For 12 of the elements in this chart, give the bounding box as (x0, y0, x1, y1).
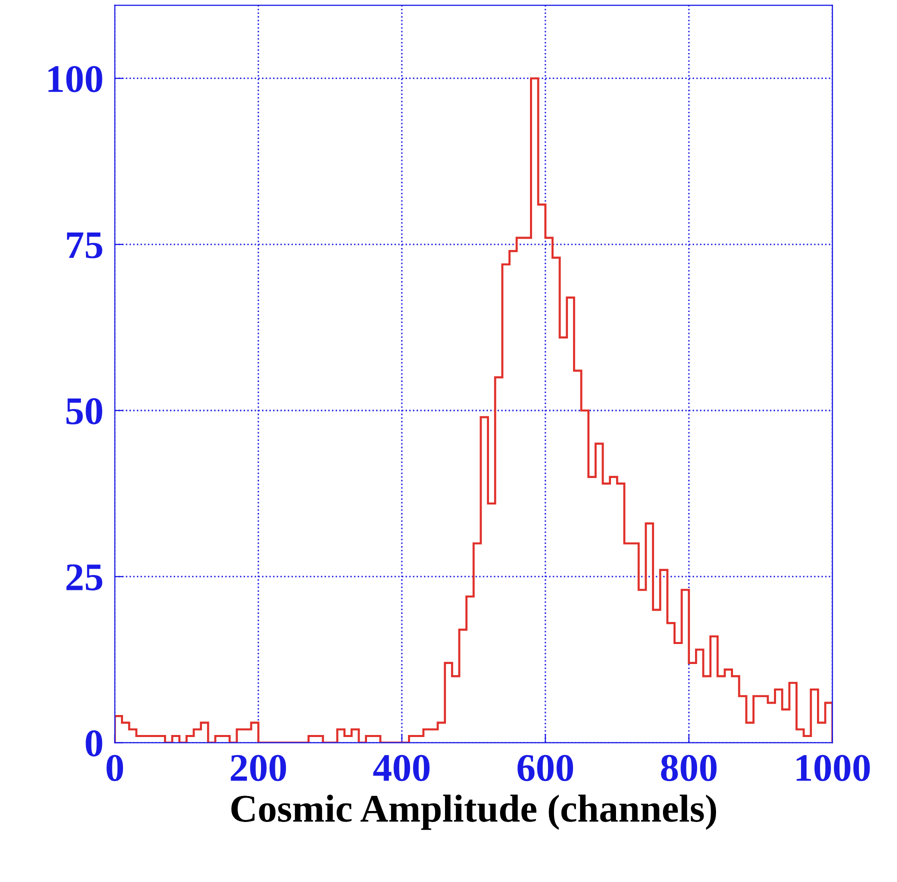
y-tick-label: 25 (66, 564, 102, 590)
x-tick-label: 200 (230, 754, 286, 782)
x-tick-label: 0 (106, 754, 124, 782)
y-tick-label: 100 (48, 66, 102, 92)
x-axis-title: Cosmic Amplitude (channels) (231, 794, 716, 830)
x-tick-label: 600 (518, 754, 574, 782)
x-tick-label: 1000 (796, 754, 870, 782)
x-tick-label: 800 (661, 754, 717, 782)
y-tick-label: 0 (86, 730, 102, 757)
y-tick-label: 50 (66, 398, 102, 424)
y-tick-label: 75 (67, 232, 102, 258)
x-tick-label: 400 (373, 754, 430, 782)
